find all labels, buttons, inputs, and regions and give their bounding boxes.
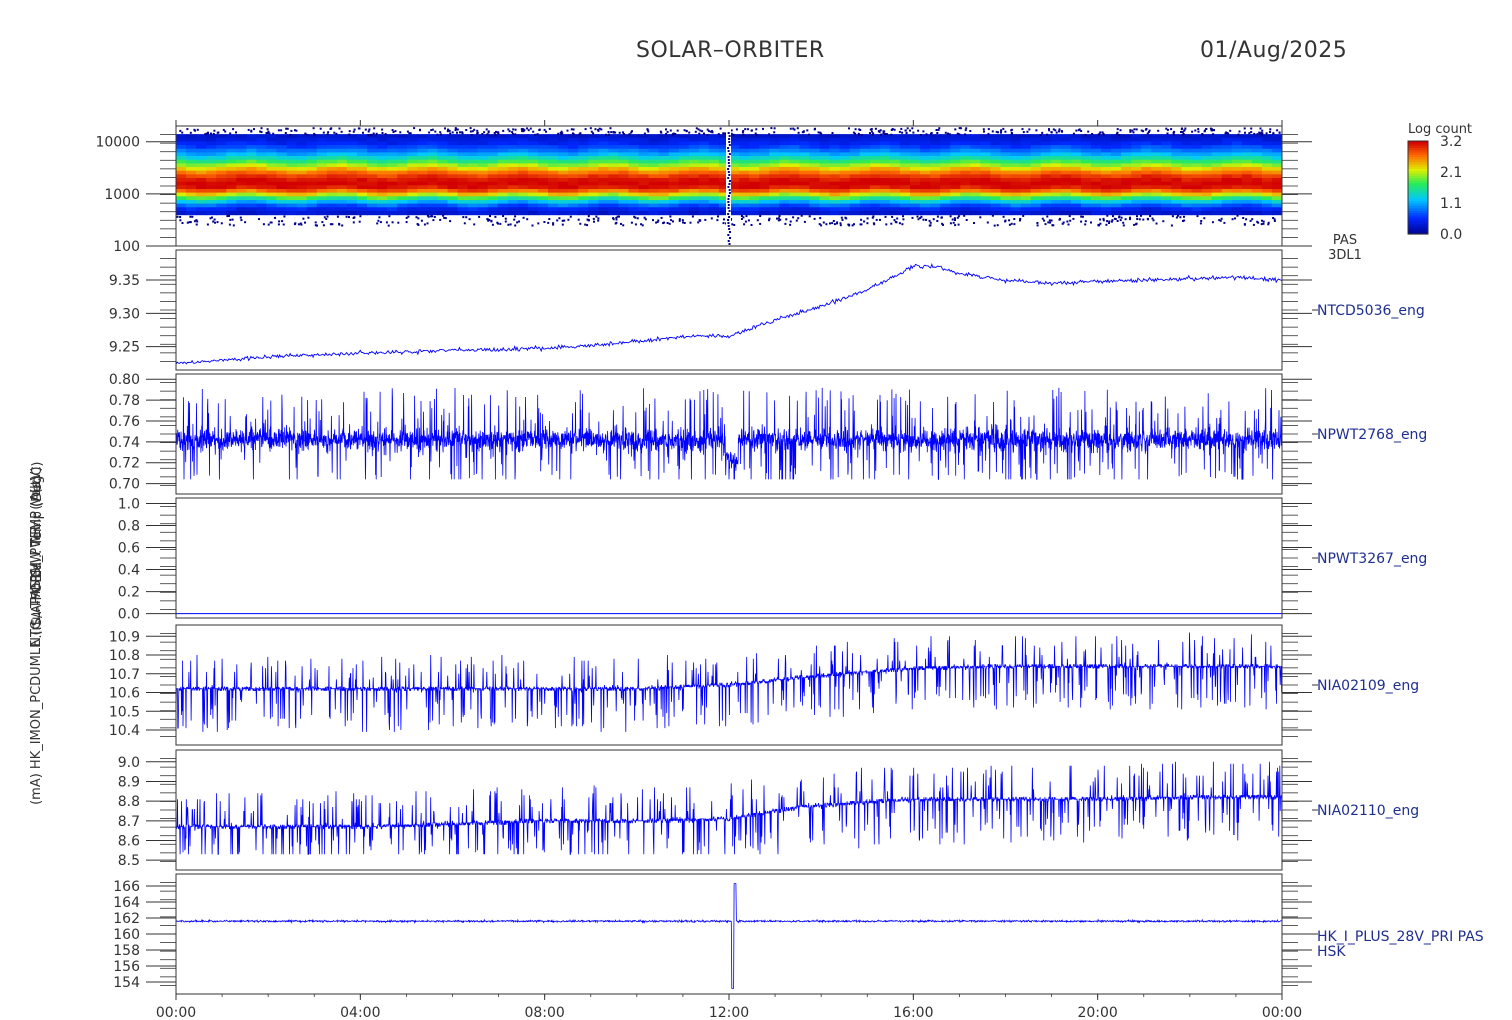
ytick-label: 8.9 [118,774,140,790]
ytick-label: 0.74 [109,435,140,451]
ytick-label: 156 [113,959,140,975]
series-line-4 [176,632,1282,732]
ytick-label: 154 [113,975,140,991]
colorbar-title: Log count [1408,122,1472,137]
xtick-label: 12:00 [709,1005,749,1020]
ytick-label: 9.30 [109,306,140,322]
ytick-label: 9.35 [109,273,140,289]
yaxis-title: (eV) [29,466,44,493]
ytick-label: 10.6 [109,686,140,702]
yaxis-title: Ea... Temp (DegC) [30,462,45,579]
series-line-6 [176,883,1282,989]
yaxis-title: (mA) HK_IMON_PCDUMLE (rtu-THERM_PWR... (… [29,475,44,805]
ytick-label: 0.2 [118,585,140,601]
series-line-1 [176,263,1282,365]
colorbar-tick: 0.0 [1440,227,1462,243]
series-label: NTCD5036_eng [1317,303,1425,319]
plot-title: SOLAR–ORBITER [636,38,825,63]
xtick-label: 00:00 [1262,1005,1302,1020]
ytick-label: 8.7 [118,814,140,830]
ytick-label: 8.8 [118,794,140,810]
series-label: PAS [1333,233,1357,248]
ytick-label: 8.6 [118,833,140,849]
xtick-label: 04:00 [340,1005,380,1020]
ytick-label: 10.8 [109,648,140,664]
ytick-label: 8.5 [118,853,140,869]
colorbar [1407,140,1429,235]
ytick-label: 0.76 [109,414,140,430]
yaxis-title: NTC... PAS S/W TEMP (AL... [29,473,44,646]
colorbar-tick: 3.2 [1440,134,1462,150]
yaxis-title: ...S/A-FOB... [30,561,45,638]
series-label: HSK [1317,944,1346,960]
ytick-label: 1000 [104,187,140,203]
xtick-label: 16:00 [893,1005,933,1020]
panel-frame-5 [175,749,1283,871]
ytick-label: 10000 [95,135,140,151]
xtick-label: 08:00 [524,1005,564,1020]
ytick-label: 0.72 [109,456,140,472]
colorbar-tick: 1.1 [1440,196,1462,212]
ytick-label: 10.4 [109,723,140,739]
ytick-label: 10.9 [109,629,140,645]
spectrogram-image [176,126,1282,246]
series-label: 3DL1 [1328,248,1362,263]
series-label: NPWT2768_eng [1317,427,1427,443]
series-line-2 [176,387,1282,480]
ytick-label: 164 [113,895,140,911]
ytick-label: 0.8 [118,519,140,535]
plot-date: 01/Aug/2025 [1200,38,1348,63]
ytick-label: 0.78 [109,393,140,409]
ytick-label: 9.0 [118,755,140,771]
ytick-label: 160 [113,927,140,943]
ytick-label: 166 [113,879,140,895]
ytick-label: 100 [113,239,140,255]
ytick-label: 0.6 [118,541,140,557]
xtick-label: 00:00 [156,1005,196,1020]
panel-frame-1 [175,249,1283,371]
colorbar-tick: 2.1 [1440,165,1462,181]
panel-frame-3 [175,497,1283,619]
series-line-5 [176,761,1282,855]
series-label: NIA02109_eng [1317,678,1419,694]
xtick-label: 20:00 [1077,1005,1117,1020]
series-label: NIA02110_eng [1317,803,1419,819]
ytick-label: 0.0 [118,607,140,623]
ytick-label: 0.70 [109,477,140,493]
ytick-label: 10.7 [109,667,140,683]
ytick-label: 158 [113,943,140,959]
series-label: NPWT3267_eng [1317,551,1427,567]
ytick-label: 9.25 [109,340,140,356]
series-label: HK_I_PLUS_28V_PRI PAS [1317,929,1484,945]
ytick-label: 0.80 [109,372,140,388]
ytick-label: 0.4 [118,563,140,579]
ytick-label: 10.5 [109,704,140,720]
panel-frame-6 [175,873,1283,995]
ytick-label: 162 [113,911,140,927]
ytick-label: 1.0 [118,497,140,513]
